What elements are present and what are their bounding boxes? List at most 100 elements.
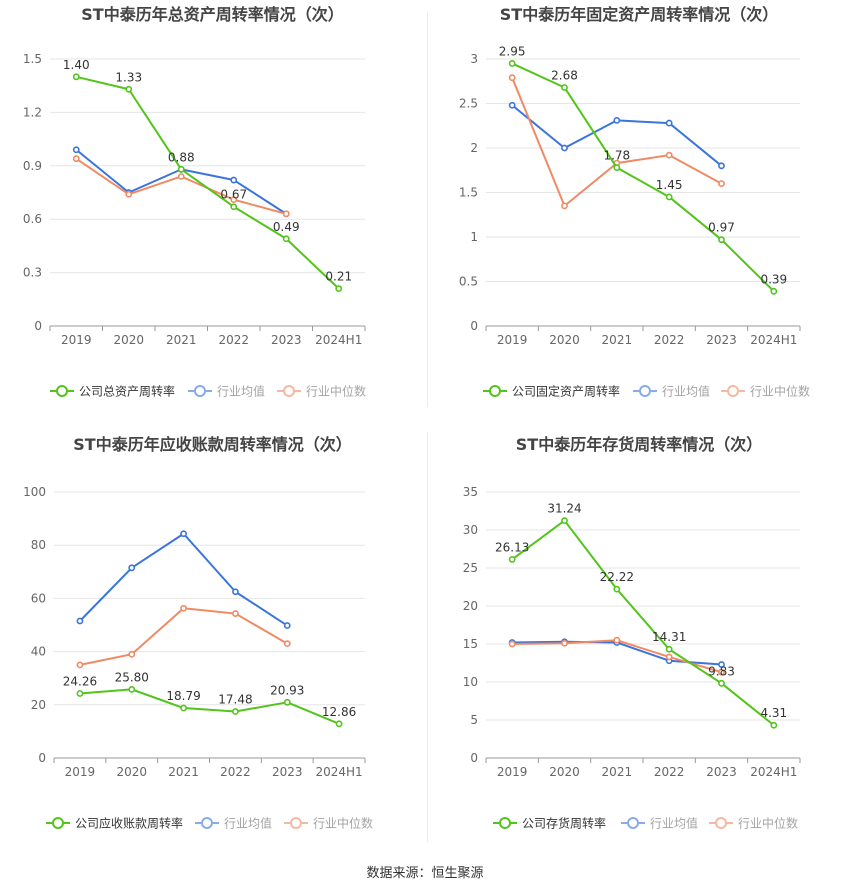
data-point-company (665, 645, 673, 653)
data-point-company (282, 235, 290, 243)
data-point-company (128, 685, 136, 693)
data-point-company (232, 708, 239, 715)
data-label: 0.67 (220, 188, 247, 202)
series-line-company (511, 62, 775, 293)
data-label: 1.33 (115, 70, 142, 84)
legend-label: 公司固定资产周转率 (512, 384, 620, 399)
legend-swatch-marker (52, 817, 64, 829)
legend-item-industry-median: 行业中位数 (721, 384, 810, 399)
data-label: 12.86 (322, 705, 356, 719)
data-point-industry-median (76, 661, 84, 669)
y-tick-label: 20 (31, 698, 46, 712)
data-point-company (180, 704, 187, 712)
y-tick-label: 25 (463, 561, 478, 575)
data-point-company (561, 517, 568, 524)
series-line-company (79, 688, 340, 725)
y-tick-label: 1 (470, 230, 478, 244)
x-tick-label: 2021 (602, 333, 633, 347)
data-point-industry-average (665, 119, 673, 127)
data-point-company (613, 585, 621, 593)
chart-title: ST中泰历年存货周转率情况（次） (516, 435, 762, 454)
data-point-industry-median (718, 668, 725, 676)
x-tick-label: 2020 (113, 333, 144, 347)
y-tick-label: 0.6 (23, 212, 42, 226)
y-tick-label: 0.5 (459, 275, 478, 289)
data-point-company (230, 203, 238, 211)
data-point-industry-average (613, 117, 621, 124)
data-label: 4.31 (760, 706, 787, 720)
x-tick-label: 2023 (271, 333, 302, 347)
data-point-company (335, 285, 343, 293)
x-tick-label: 2019 (497, 333, 528, 347)
series-line-company (511, 519, 775, 727)
series-line-company (76, 75, 340, 290)
legend-item-company: 公司应收账款周转率 (46, 816, 183, 831)
x-tick-label: 2024H1 (750, 333, 797, 347)
legend-label: 行业中位数 (306, 384, 366, 399)
legend-label: 行业中位数 (750, 384, 810, 399)
data-point-industry-average (561, 144, 568, 152)
y-tick-label: 0 (34, 319, 42, 333)
y-tick-label: 1.2 (23, 105, 42, 119)
data-source-label: 数据来源：恒生聚源 (366, 866, 484, 881)
data-point-company (72, 73, 80, 81)
y-tick-label: 60 (31, 591, 46, 605)
data-point-industry-average (718, 661, 725, 668)
x-tick-label: 2024H1 (315, 765, 362, 779)
y-tick-label: 2.5 (459, 97, 478, 111)
legend-label: 行业均值 (650, 816, 698, 831)
y-tick-label: 40 (31, 645, 46, 659)
data-label: 24.26 (63, 674, 97, 688)
x-tick-label: 2023 (706, 765, 737, 779)
series-line-industry-average (79, 532, 288, 627)
legend-label: 公司总资产周转率 (79, 384, 175, 399)
x-tick-label: 2023 (706, 333, 737, 347)
data-point-industry-average (76, 617, 84, 625)
y-tick-label: 0 (470, 319, 478, 333)
legend-label: 行业均值 (224, 816, 272, 831)
legend-label: 行业中位数 (313, 816, 373, 831)
y-tick-label: 10 (463, 675, 478, 689)
data-point-industry-median (508, 74, 516, 82)
chart-fixed-asset-turnover: ST中泰历年固定资产周转率情况（次） 0 0.5 1 1.5 2 2.5 3 2019 2020 2… (459, 5, 810, 399)
data-point-industry-median (128, 650, 136, 658)
y-tick-label: 15 (463, 637, 478, 651)
data-point-industry-median (177, 173, 185, 180)
legend-swatch-marker (727, 385, 739, 397)
data-label: 2.68 (551, 68, 578, 82)
data-label: 25.80 (115, 670, 149, 684)
data-label: 1.40 (63, 58, 90, 72)
data-point-industry-median (283, 640, 291, 648)
data-point-company (613, 164, 621, 171)
y-tick-label: 80 (31, 538, 46, 552)
data-label: 0.88 (168, 150, 195, 164)
data-point-company (718, 236, 725, 244)
series-line-industry-median (79, 607, 288, 666)
data-label: 22.22 (600, 570, 634, 584)
data-point-industry-average (72, 146, 80, 154)
legend-item-company: 公司固定资产周转率 (483, 384, 620, 399)
series-line-industry-median (511, 77, 722, 207)
legend-swatch-marker (194, 385, 206, 397)
y-tick-label: 0 (38, 751, 46, 765)
data-point-company (665, 193, 673, 201)
legend-item-industry-median: 行业中位数 (277, 384, 366, 399)
chart-title: ST中泰历年固定资产周转率情况（次） (500, 5, 778, 24)
data-point-company (561, 84, 568, 91)
y-tick-label: 1.5 (23, 52, 42, 66)
data-point-industry-median (665, 151, 673, 159)
data-label: 31.24 (547, 502, 581, 516)
vertical-divider (427, 12, 428, 407)
data-point-industry-average (232, 588, 239, 596)
legend-swatch-marker (283, 385, 295, 397)
y-tick-label: 30 (463, 523, 478, 537)
y-tick-label: 5 (470, 713, 478, 727)
data-point-company (508, 556, 516, 563)
data-point-industry-median (613, 636, 621, 644)
data-point-company (283, 698, 291, 706)
legend-item-company: 公司总资产周转率 (50, 384, 175, 399)
x-tick-label: 2021 (168, 765, 199, 779)
data-point-industry-average (283, 622, 291, 629)
data-point-industry-median (561, 639, 568, 647)
